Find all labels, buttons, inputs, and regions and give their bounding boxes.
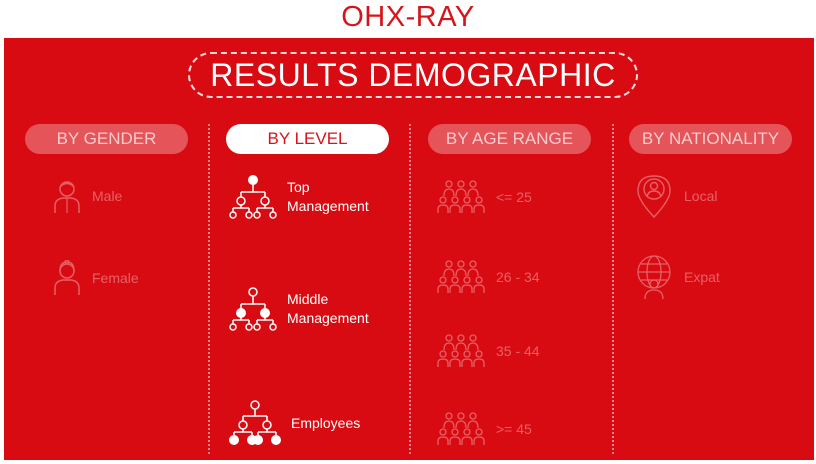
gender-label: Female — [92, 269, 139, 286]
title-pill: RESULTS DEMOGRAPHIC — [188, 52, 638, 98]
age-item[interactable]: 26 - 34 — [436, 260, 540, 294]
tab-by-age-range[interactable]: BY AGE RANGE — [428, 124, 591, 154]
level-label: Employees — [291, 414, 361, 431]
age-label: >= 45 — [496, 420, 532, 437]
age-label: 35 - 44 — [496, 342, 540, 359]
age-item[interactable]: 35 - 44 — [436, 334, 540, 368]
age-item[interactable]: <= 25 — [436, 180, 532, 214]
age-label: <= 25 — [496, 188, 532, 205]
demographic-panel: RESULTS DEMOGRAPHIC BY GENDER BY LEVEL B… — [4, 38, 814, 460]
gender-item-female[interactable]: Female — [52, 260, 139, 296]
tab-by-nationality[interactable]: BY NATIONALITY — [629, 124, 792, 154]
column-divider — [612, 124, 614, 454]
nationality-item-local[interactable]: Local — [634, 174, 717, 218]
nationality-item-expat[interactable]: Expat — [634, 254, 720, 300]
tab-by-level[interactable]: BY LEVEL — [226, 124, 389, 154]
age-item[interactable]: >= 45 — [436, 412, 532, 446]
people-group-icon — [437, 334, 485, 367]
nationality-label: Local — [684, 187, 718, 204]
page-title: RESULTS DEMOGRAPHIC — [210, 57, 616, 93]
tab-by-gender[interactable]: BY GENDER — [25, 124, 188, 154]
level-label: Top Management — [287, 179, 369, 214]
gender-item-male[interactable]: Male — [52, 178, 122, 214]
level-item-employees[interactable]: Employees — [229, 400, 360, 446]
org-chart-middle-icon — [229, 287, 277, 331]
org-chart-top-icon — [229, 175, 277, 219]
column-divider — [208, 124, 210, 454]
gender-label: Male — [92, 187, 123, 204]
column-divider — [409, 124, 411, 454]
location-person-icon — [637, 175, 671, 218]
level-item-top-management[interactable]: Top Management — [229, 174, 369, 220]
org-chart-employees-icon — [229, 400, 281, 445]
people-group-icon — [437, 412, 485, 445]
people-group-icon — [437, 180, 485, 213]
female-person-icon — [54, 260, 80, 295]
level-label: Middle Management — [287, 291, 369, 326]
male-person-icon — [54, 181, 80, 213]
people-group-icon — [437, 260, 485, 293]
level-item-middle-management[interactable]: Middle Management — [229, 286, 369, 332]
nationality-label: Expat — [684, 268, 720, 285]
age-label: 26 - 34 — [496, 268, 540, 285]
brand-title: OHX-RAY — [341, 1, 475, 33]
globe-person-icon — [637, 255, 671, 300]
